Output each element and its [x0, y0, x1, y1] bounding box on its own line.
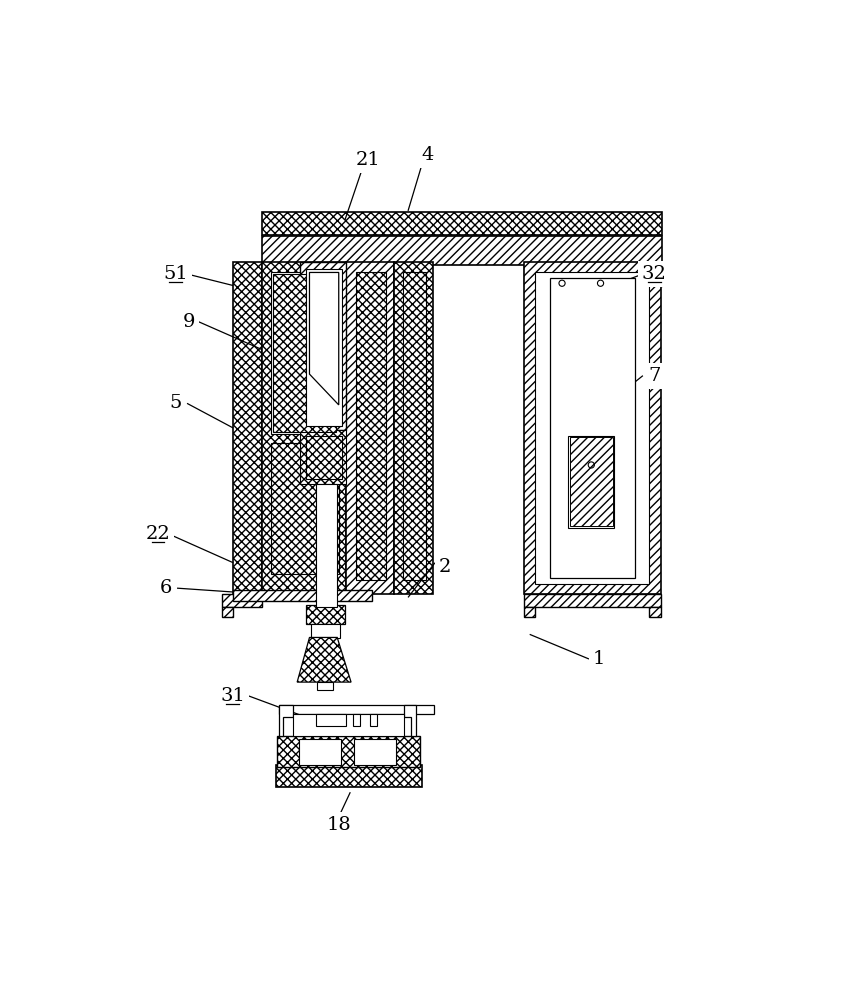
Bar: [311, 624, 340, 638]
Bar: [262, 262, 346, 594]
Bar: [549, 278, 635, 578]
Text: 21: 21: [355, 151, 380, 169]
Bar: [221, 607, 233, 617]
Bar: [306, 605, 344, 624]
Bar: [221, 594, 262, 607]
Bar: [277, 736, 419, 767]
Bar: [262, 235, 662, 265]
Bar: [369, 714, 376, 726]
Bar: [300, 262, 346, 430]
Bar: [355, 272, 386, 580]
Bar: [523, 265, 662, 286]
Text: 22: 22: [145, 525, 170, 543]
Bar: [275, 765, 421, 787]
Bar: [316, 682, 333, 690]
Bar: [523, 262, 660, 594]
Text: 4: 4: [420, 146, 433, 164]
Text: 5: 5: [169, 394, 181, 412]
Polygon shape: [309, 272, 338, 405]
Bar: [300, 430, 346, 484]
Bar: [523, 594, 660, 607]
Bar: [346, 265, 393, 286]
Bar: [316, 714, 346, 726]
Bar: [273, 274, 335, 432]
Bar: [233, 262, 262, 594]
Text: 18: 18: [326, 816, 351, 834]
Bar: [648, 607, 660, 617]
Bar: [306, 436, 342, 479]
Text: 1: 1: [592, 650, 604, 668]
Text: 9: 9: [182, 313, 195, 331]
Text: 7: 7: [647, 367, 660, 385]
Polygon shape: [403, 705, 415, 736]
Bar: [352, 714, 360, 726]
Polygon shape: [297, 637, 350, 682]
Bar: [403, 272, 425, 580]
Text: 32: 32: [641, 265, 666, 283]
Bar: [534, 272, 648, 584]
Bar: [569, 437, 612, 526]
Bar: [346, 262, 393, 594]
Bar: [523, 607, 534, 617]
Bar: [279, 705, 434, 714]
Bar: [316, 484, 337, 607]
Polygon shape: [279, 705, 292, 736]
Bar: [393, 262, 432, 594]
Bar: [271, 272, 338, 434]
Text: 51: 51: [163, 265, 187, 283]
Bar: [306, 269, 342, 426]
Bar: [262, 212, 662, 235]
Text: 6: 6: [160, 579, 171, 597]
Text: 31: 31: [219, 687, 245, 705]
Bar: [567, 436, 614, 528]
Bar: [292, 714, 403, 736]
Text: 2: 2: [438, 558, 451, 576]
Bar: [354, 739, 396, 765]
Bar: [262, 265, 300, 286]
Bar: [298, 739, 341, 765]
Bar: [233, 590, 371, 601]
Bar: [271, 443, 338, 574]
